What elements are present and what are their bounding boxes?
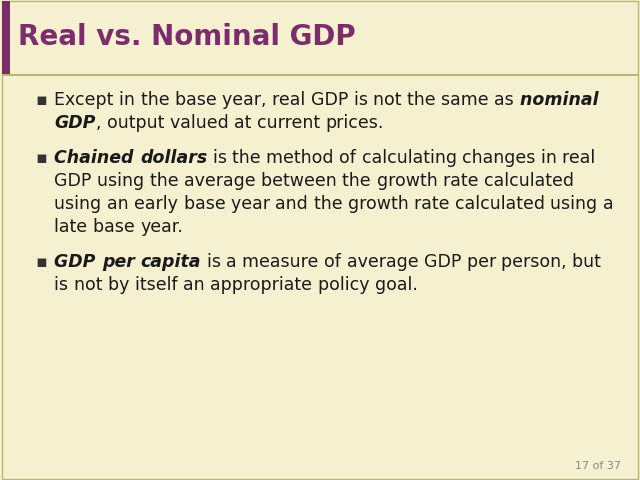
Bar [2,1,10,74]
Text: an: an [183,276,210,295]
Text: the: the [141,91,175,109]
Text: calculated: calculated [455,195,550,214]
Text: not: not [74,276,108,295]
Text: the: the [342,172,376,191]
Text: base: base [175,91,222,109]
Text: per: per [467,253,501,272]
Text: in: in [541,149,563,168]
Text: method: method [266,149,339,168]
Text: in: in [119,91,141,109]
Text: year: year [231,195,275,214]
Text: GDP: GDP [54,114,96,132]
Text: of: of [324,253,346,272]
Text: base: base [93,218,140,237]
Text: output: output [107,114,170,132]
Text: not: not [373,91,407,109]
Text: using: using [97,172,150,191]
Text: rate: rate [443,172,484,191]
Text: itself: itself [135,276,183,295]
Text: at: at [234,114,257,132]
Text: a: a [603,195,619,214]
Text: Chained: Chained [54,149,140,168]
Text: GDP: GDP [311,91,354,109]
Text: using: using [54,195,107,214]
Text: year,: year, [222,91,272,109]
Text: but: but [572,253,607,272]
Text: growth: growth [376,172,443,191]
Text: ▪: ▪ [35,149,47,168]
Text: average: average [184,172,261,191]
Text: ▪: ▪ [35,91,47,109]
Text: is: is [212,149,232,168]
Text: appropriate: appropriate [210,276,317,295]
Text: growth: growth [348,195,414,214]
Text: nominal: nominal [520,91,604,109]
Text: person,: person, [501,253,572,272]
Text: rate: rate [414,195,455,214]
Text: 17 of 37: 17 of 37 [575,461,621,471]
Text: is: is [207,253,226,272]
Bar [2,74,638,76]
Text: is: is [354,91,373,109]
Text: prices.: prices. [325,114,384,132]
Text: as: as [495,91,520,109]
Text: early: early [134,195,184,214]
Text: the: the [232,149,266,168]
Text: GDP: GDP [424,253,467,272]
Text: by: by [108,276,135,295]
Text: calculated: calculated [484,172,579,191]
Text: capita: capita [141,253,201,272]
Text: policy: policy [317,276,374,295]
Text: base: base [184,195,231,214]
Text: ▪: ▪ [35,253,47,272]
Text: dollars: dollars [140,149,207,168]
Text: is: is [54,276,74,295]
Text: an: an [107,195,134,214]
Text: GDP: GDP [54,172,97,191]
Text: current: current [257,114,325,132]
Text: changes: changes [462,149,541,168]
Text: per: per [102,253,141,272]
Text: Real vs. Nominal GDP: Real vs. Nominal GDP [18,23,356,51]
Text: between: between [261,172,342,191]
Text: of: of [339,149,362,168]
Text: GDP: GDP [54,253,102,272]
Text: measure: measure [243,253,324,272]
Text: valued: valued [170,114,234,132]
Text: ,: , [96,114,107,132]
Text: goal.: goal. [374,276,417,295]
Text: a: a [226,253,243,272]
Text: the: the [150,172,184,191]
Text: calculating: calculating [362,149,462,168]
Text: and: and [275,195,314,214]
Text: real: real [563,149,601,168]
Text: late: late [54,218,93,237]
Text: real: real [272,91,311,109]
Text: same: same [441,91,495,109]
Text: Except: Except [54,91,119,109]
Text: average: average [346,253,424,272]
Text: using: using [550,195,603,214]
Text: the: the [314,195,348,214]
Text: the: the [407,91,441,109]
Text: year.: year. [140,218,183,237]
